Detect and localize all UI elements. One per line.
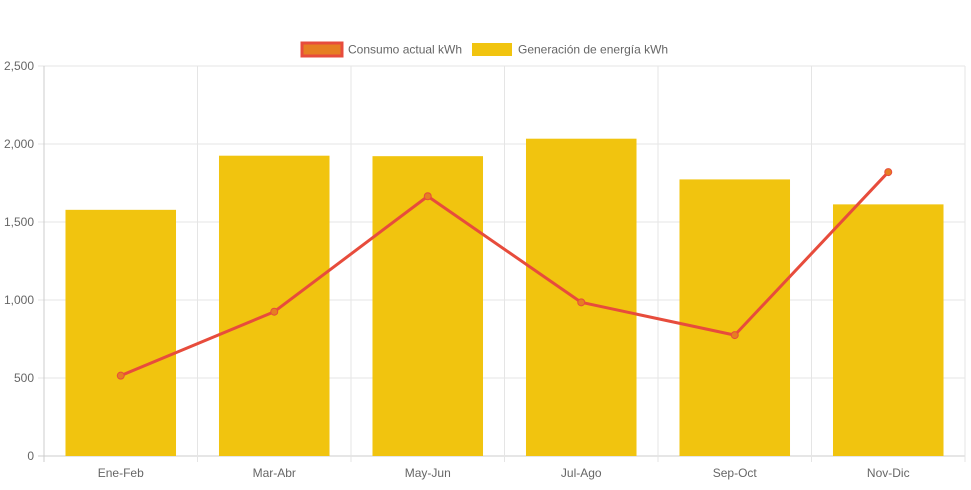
y-tick-label: 2,000 bbox=[4, 137, 34, 151]
x-tick-label: May-Jun bbox=[405, 466, 451, 480]
bar-generacion-ene-feb[interactable] bbox=[65, 209, 177, 456]
x-tick-label: Jul-Ago bbox=[561, 466, 602, 480]
x-axis: Ene-Feb Mar-Abr May-Jun Jul-Ago Sep-Oct Nov-D… bbox=[98, 466, 910, 480]
bar-generacion-jul-ago[interactable] bbox=[525, 138, 637, 457]
point-consumo-jul-ago[interactable] bbox=[577, 298, 586, 307]
legend-item-consumo[interactable]: Consumo actual kWh bbox=[300, 41, 462, 58]
legend-swatch-generacion bbox=[472, 43, 512, 56]
point-consumo-ene-feb[interactable] bbox=[116, 371, 125, 380]
line-series-consumo bbox=[116, 168, 893, 380]
y-tick-label: 0 bbox=[27, 449, 34, 463]
legend-label-consumo: Consumo actual kWh bbox=[348, 43, 462, 57]
gridlines bbox=[38, 65, 966, 462]
legend-label-generacion: Generación de energía kWh bbox=[518, 43, 668, 57]
x-tick-label: Ene-Feb bbox=[98, 466, 144, 480]
point-consumo-nov-dic[interactable] bbox=[884, 168, 893, 177]
y-tick-label: 2,500 bbox=[4, 59, 34, 73]
y-axis: 0 500 1,000 1,500 2,000 2,500 bbox=[4, 59, 34, 463]
bar-series-generacion bbox=[65, 138, 944, 457]
y-tick-label: 1,000 bbox=[4, 293, 34, 307]
legend-item-generacion[interactable]: Generación de energía kWh bbox=[472, 43, 668, 57]
line-consumo bbox=[120, 171, 890, 378]
bar-generacion-mar-abr[interactable] bbox=[218, 155, 330, 456]
x-tick-label: Sep-Oct bbox=[713, 466, 758, 480]
y-tick-label: 1,500 bbox=[4, 215, 34, 229]
x-tick-label: Nov-Dic bbox=[867, 466, 910, 480]
point-consumo-may-jun[interactable] bbox=[423, 192, 432, 201]
legend: Consumo actual kWh Generación de energía… bbox=[300, 41, 668, 58]
point-consumo-mar-abr[interactable] bbox=[270, 307, 279, 316]
point-consumo-sep-oct[interactable] bbox=[730, 331, 739, 340]
bar-generacion-nov-dic[interactable] bbox=[832, 204, 944, 456]
bar-generacion-sep-oct[interactable] bbox=[679, 179, 791, 457]
legend-swatch-consumo bbox=[300, 41, 344, 58]
x-tick-label: Mar-Abr bbox=[253, 466, 296, 480]
y-tick-label: 500 bbox=[14, 371, 34, 385]
bar-generacion-may-jun[interactable] bbox=[372, 156, 484, 456]
